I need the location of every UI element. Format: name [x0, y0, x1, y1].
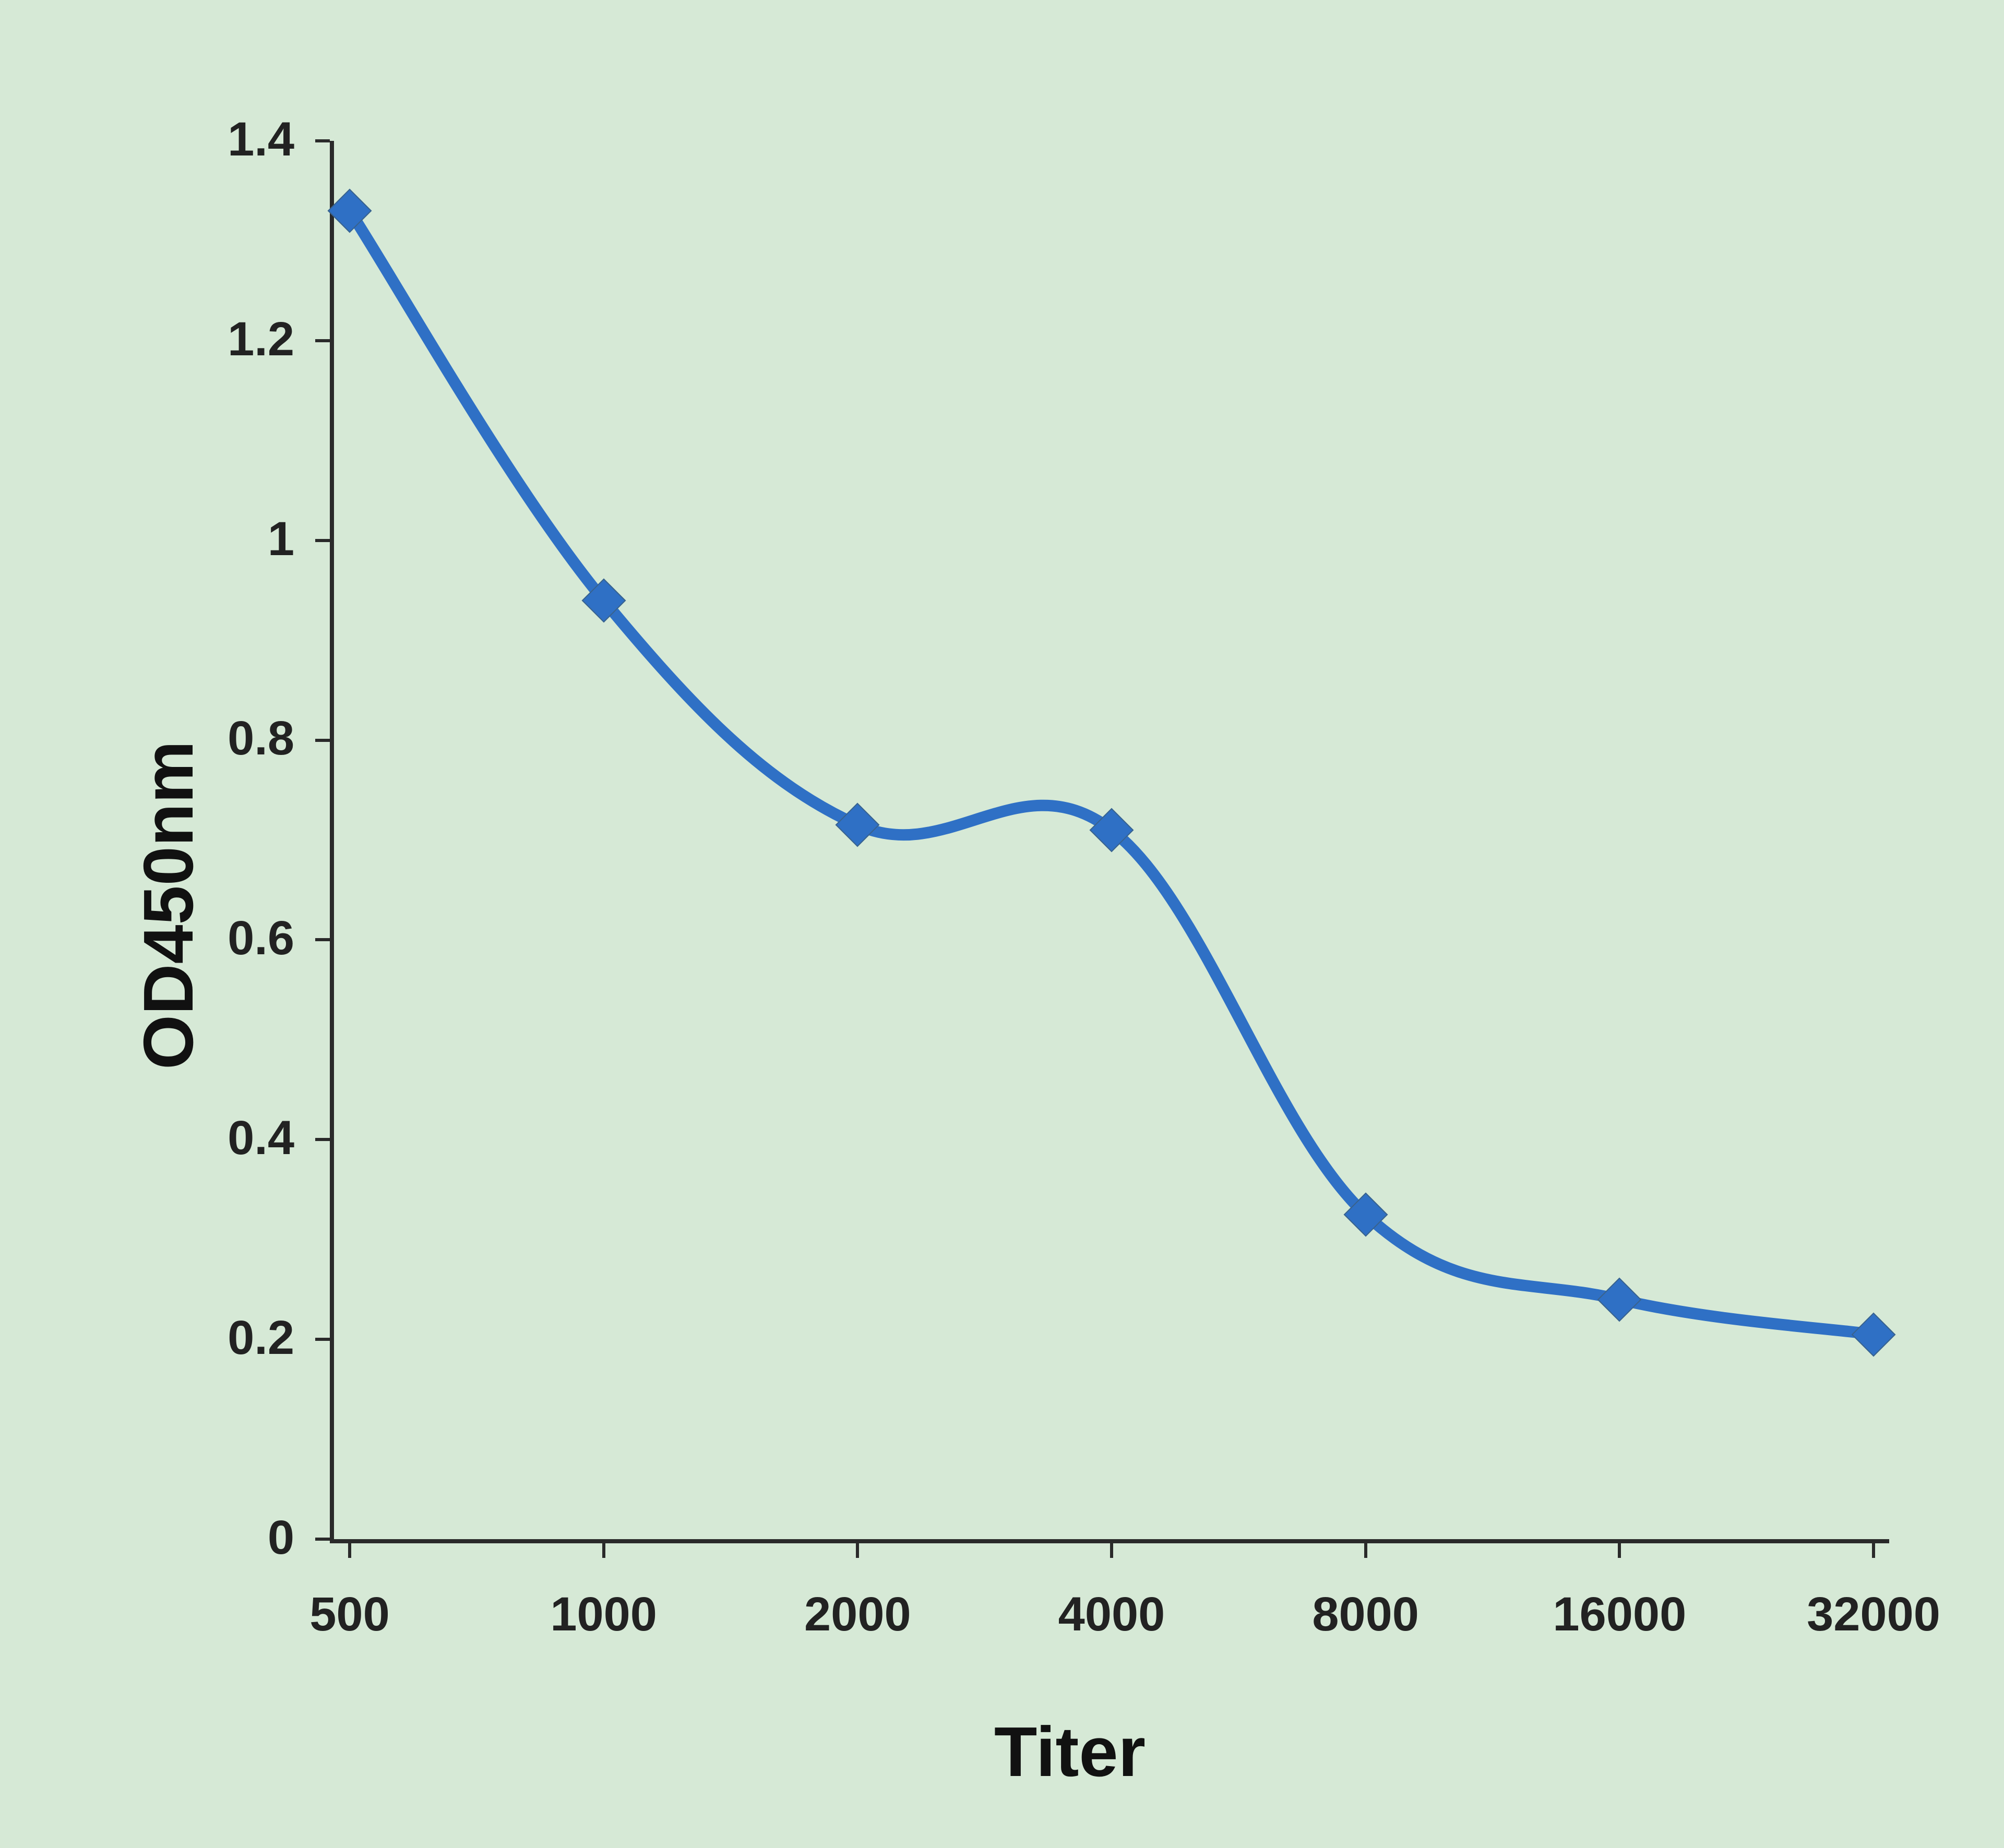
- x-tick: [602, 1543, 605, 1558]
- x-tick-label: 1000: [499, 1587, 708, 1642]
- x-tick: [1872, 1543, 1875, 1558]
- x-tick-label: 2000: [753, 1587, 962, 1642]
- x-axis-title: Titer: [939, 1711, 1200, 1792]
- x-tick-label: 8000: [1261, 1587, 1470, 1642]
- y-tick: [315, 539, 330, 542]
- y-tick-label: 1.4: [228, 112, 294, 167]
- x-tick: [1110, 1543, 1113, 1558]
- y-tick-label: 1.2: [228, 312, 294, 367]
- y-tick-label: 1: [268, 512, 294, 567]
- series-line: [350, 211, 1874, 1335]
- y-tick: [315, 1338, 330, 1341]
- x-tick: [856, 1543, 859, 1558]
- y-tick-label: 0.6: [228, 911, 294, 966]
- y-tick-label: 0.4: [228, 1111, 294, 1166]
- y-tick: [315, 1538, 330, 1541]
- x-tick: [348, 1543, 351, 1558]
- figure-frame: 0 0.2 0.4 0.6 0.8 1 1.2 1.4 500 1000 2000 4000 8000…: [0, 0, 2004, 1848]
- y-tick: [315, 739, 330, 742]
- x-tick-label: 4000: [1007, 1587, 1216, 1642]
- x-tick: [1364, 1543, 1367, 1558]
- x-tick-label: 16000: [1515, 1587, 1724, 1642]
- y-axis-title: OD450nm: [128, 741, 209, 1070]
- x-tick-label: 500: [245, 1587, 454, 1642]
- x-tick-label: 32000: [1769, 1587, 1978, 1642]
- y-tick-label: 0.2: [228, 1311, 294, 1365]
- y-tick-label: 0.8: [228, 711, 294, 766]
- y-tick: [315, 339, 330, 342]
- y-tick-label: 0: [268, 1510, 294, 1565]
- data-line-svg: [0, 0, 2004, 1848]
- y-tick: [315, 1138, 330, 1141]
- y-tick: [315, 938, 330, 941]
- x-tick: [1618, 1543, 1621, 1558]
- y-tick: [315, 139, 330, 142]
